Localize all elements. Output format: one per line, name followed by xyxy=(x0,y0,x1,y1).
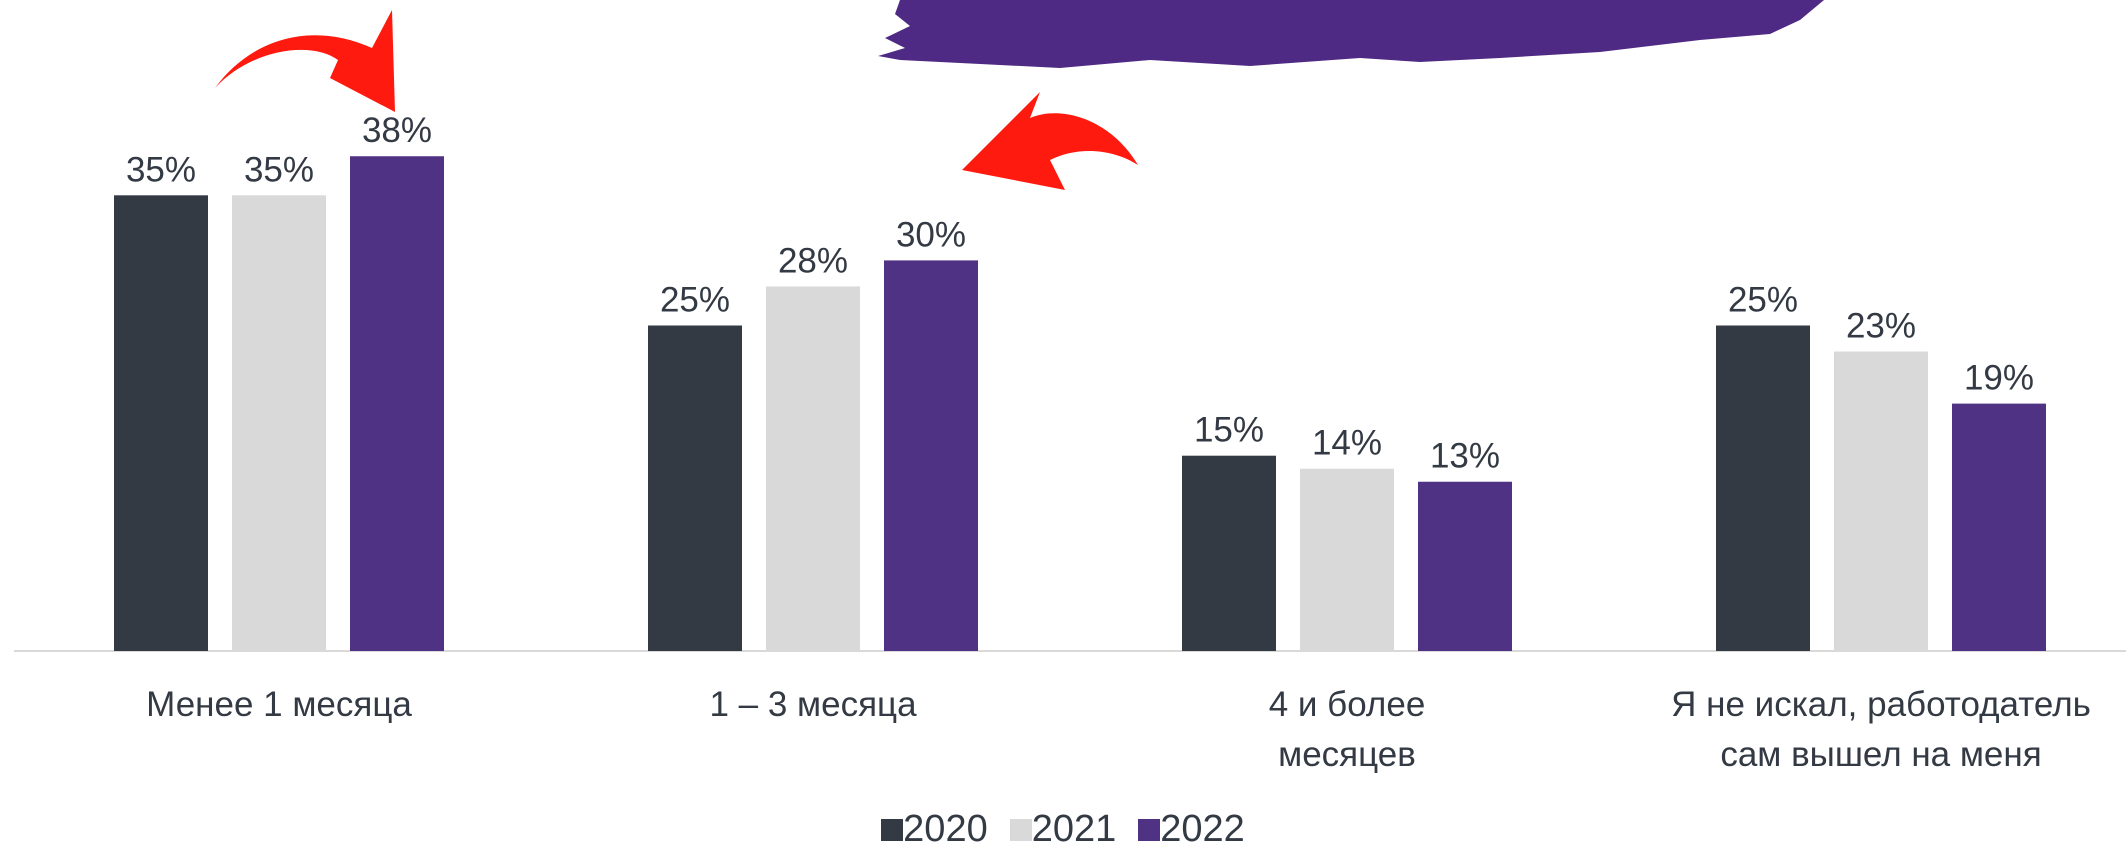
value-label: 13% xyxy=(1430,437,1500,476)
legend-label: 2021 xyxy=(1031,808,1117,848)
bar xyxy=(648,325,742,651)
arrow-decoration xyxy=(962,92,1138,190)
bar xyxy=(1716,325,1810,651)
value-label: 23% xyxy=(1846,307,1916,346)
value-label: 38% xyxy=(362,111,432,150)
legend-swatch xyxy=(1138,819,1161,841)
x-tick-label: Я не искал, работодатель сам вышел на ме… xyxy=(1671,685,2091,774)
value-label: 25% xyxy=(660,281,730,320)
bar xyxy=(114,195,208,652)
legend-item: 2021 xyxy=(1009,808,1117,848)
legend-swatch xyxy=(881,819,904,841)
value-label: 35% xyxy=(126,150,196,189)
value-label: 15% xyxy=(1194,411,1264,450)
legend-label: 2020 xyxy=(903,808,988,848)
x-tick-label: 4 и более месяцев xyxy=(1268,685,1426,774)
bar xyxy=(1182,455,1276,651)
value-label: 28% xyxy=(778,241,848,280)
legend-label: 2022 xyxy=(1160,808,1245,848)
value-label: 30% xyxy=(896,215,966,254)
x-tick-label: Менее 1 месяца xyxy=(146,685,412,724)
bar xyxy=(1834,351,1928,651)
bar xyxy=(1418,481,1512,651)
legend-swatch xyxy=(1009,819,1032,841)
value-label: 19% xyxy=(1964,359,2034,398)
bar xyxy=(1300,468,1394,651)
value-label: 35% xyxy=(244,150,314,189)
legend: 2020 2021 2022 xyxy=(0,808,2126,848)
bar xyxy=(232,195,326,652)
brush-decoration xyxy=(878,0,1824,68)
value-label: 25% xyxy=(1728,281,1798,320)
legend-item: 2022 xyxy=(1138,808,1245,848)
bar xyxy=(884,260,978,651)
arrow-decoration xyxy=(215,10,395,112)
bar xyxy=(1952,403,2046,651)
bar xyxy=(766,286,860,651)
value-label: 14% xyxy=(1312,424,1382,463)
x-tick-label: 1 – 3 месяца xyxy=(709,685,917,724)
legend-item: 2020 xyxy=(881,808,988,848)
bar xyxy=(350,156,444,652)
